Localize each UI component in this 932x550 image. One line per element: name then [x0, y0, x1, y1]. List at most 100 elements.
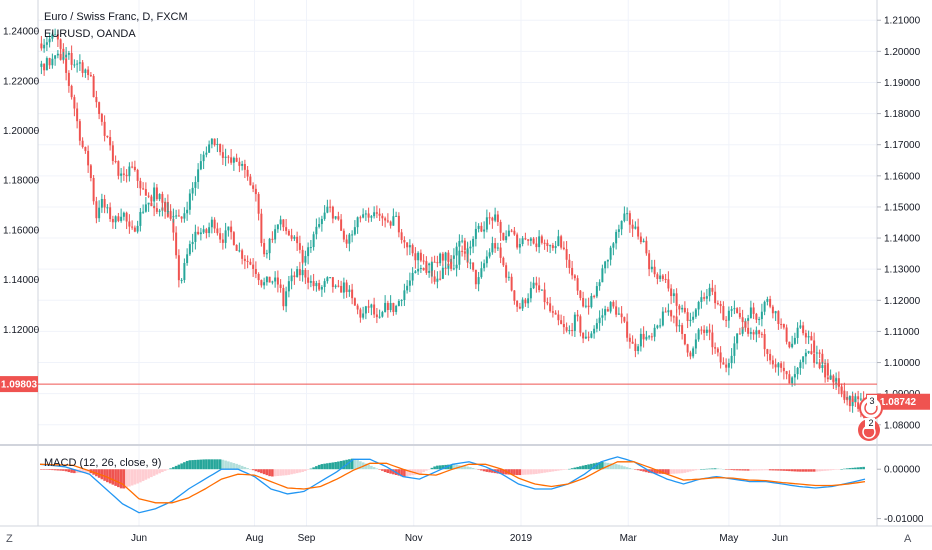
- candle-body: [639, 333, 642, 347]
- macd-histogram-bar: [378, 469, 381, 470]
- candle-body: [111, 219, 114, 223]
- candle-body: [708, 287, 711, 297]
- macd-histogram-bar: [238, 464, 241, 470]
- candle-body: [598, 282, 601, 287]
- macd-histogram-bar: [559, 469, 563, 471]
- macd-histogram-bar: [150, 469, 153, 478]
- candle-body: [45, 42, 48, 45]
- macd-histogram-bar: [221, 459, 225, 470]
- candle-body: [400, 299, 403, 302]
- candle-body: [689, 352, 692, 357]
- candle-body: [494, 214, 497, 221]
- candle-body: [571, 330, 574, 332]
- candle-body: [161, 194, 164, 203]
- candle-body: [617, 313, 620, 315]
- left-axis-tick-label: 1.18000: [3, 176, 40, 187]
- right-axis-tick-label: 1.11000: [884, 327, 920, 338]
- candle-body: [353, 298, 356, 306]
- candle-body: [826, 363, 829, 376]
- candle-body: [477, 277, 480, 285]
- candle-body: [565, 249, 568, 260]
- candle-body: [565, 327, 568, 331]
- macd-histogram-bar: [273, 469, 277, 477]
- macd-histogram-bar: [133, 469, 137, 485]
- candle-body: [202, 154, 205, 162]
- macd-histogram-bar: [532, 469, 535, 475]
- candle-body: [73, 64, 76, 66]
- candle-body: [254, 188, 257, 195]
- candle-body: [298, 243, 301, 250]
- candle-body: [758, 330, 761, 334]
- candle-body: [557, 236, 560, 247]
- macd-histogram-bar: [331, 462, 335, 470]
- candle-body: [177, 215, 180, 217]
- candle-body: [639, 236, 642, 243]
- candle-body: [136, 225, 139, 232]
- candle-body: [496, 214, 499, 222]
- macd-histogram-bar: [422, 469, 425, 473]
- candle-body: [147, 202, 150, 205]
- candle-body: [483, 229, 486, 232]
- candle-body: [348, 234, 351, 244]
- candle-body: [331, 277, 334, 288]
- candle-body: [219, 143, 222, 153]
- candle-body: [441, 253, 444, 261]
- macd-histogram-bar: [733, 469, 736, 471]
- macd-indicator-label[interactable]: MACD (12, 26, close, 9): [44, 457, 161, 469]
- candle-body: [293, 236, 296, 239]
- candle-body: [329, 206, 332, 208]
- candle-body: [362, 313, 365, 318]
- event-marker-2[interactable]: 2: [858, 418, 880, 441]
- macd-histogram-bar: [496, 469, 500, 474]
- candle-body: [78, 121, 81, 141]
- candle-body: [65, 54, 68, 58]
- candle-body: [158, 194, 161, 200]
- candle-body: [491, 243, 494, 253]
- candle-body: [510, 230, 513, 232]
- zoom-reset-button[interactable]: Z: [6, 533, 13, 545]
- macd-histogram-bar: [224, 460, 227, 470]
- candle-body: [76, 63, 79, 65]
- candle-body: [540, 289, 543, 291]
- macd-histogram-bar: [529, 469, 533, 475]
- macd-axis-tick-label: 0.00000: [884, 465, 921, 476]
- left-axis-tick-label: 1.14000: [3, 275, 40, 286]
- macd-histogram-bar: [757, 469, 761, 471]
- candle-body: [285, 227, 288, 231]
- candle-body: [604, 309, 607, 316]
- macd-histogram-bar: [312, 467, 315, 470]
- macd-histogram-bar: [603, 462, 607, 470]
- macd-histogram-bar: [837, 469, 841, 470]
- macd-histogram-bar: [240, 465, 244, 470]
- candle-body: [452, 255, 455, 259]
- candle-body: [447, 252, 450, 262]
- auto-scale-button[interactable]: A: [904, 533, 912, 545]
- candle-body: [183, 213, 186, 219]
- candle-body: [356, 217, 359, 228]
- candle-body: [755, 313, 758, 320]
- candle-body: [788, 374, 791, 384]
- candle-body: [474, 269, 477, 285]
- candle-body: [188, 193, 191, 210]
- candle-body: [595, 323, 598, 329]
- candle-body: [738, 333, 741, 335]
- macd-axis-tick-label: -0.01000: [884, 514, 924, 525]
- chart-title[interactable]: Euro / Swiss Franc, D, FXCM: [44, 11, 188, 23]
- macd-histogram-bar: [196, 459, 200, 470]
- candle-body: [527, 298, 530, 304]
- candle-body: [848, 396, 851, 407]
- macd-histogram-bar: [491, 469, 494, 473]
- macd-histogram-bar: [309, 468, 313, 470]
- candle-body: [675, 293, 678, 306]
- candle-body: [744, 322, 747, 328]
- macd-histogram-bar: [353, 458, 357, 470]
- candle-body: [271, 281, 274, 283]
- candle-body: [199, 161, 202, 170]
- candle-body: [788, 341, 791, 348]
- macd-histogram-bar: [691, 469, 695, 471]
- macd-histogram-bar: [463, 466, 467, 470]
- compare-symbol-label[interactable]: EURUSD, OANDA: [44, 28, 136, 40]
- macd-histogram-bar: [793, 469, 797, 472]
- macd-histogram-bar: [700, 469, 703, 470]
